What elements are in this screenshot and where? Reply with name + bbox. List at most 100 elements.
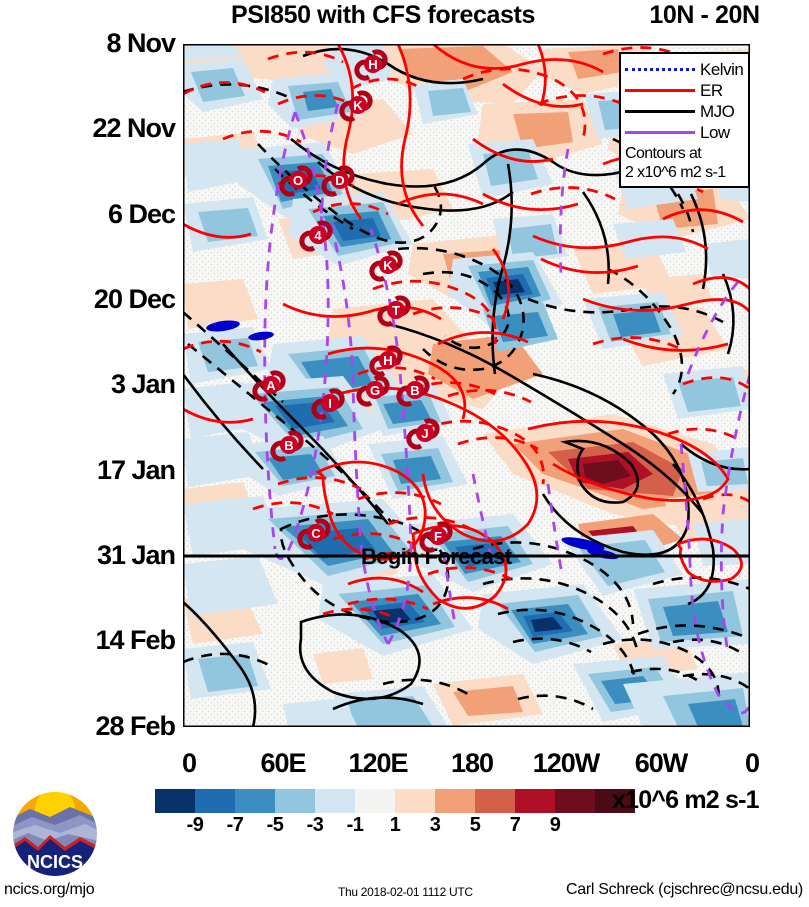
low-line-swatch xyxy=(625,131,695,134)
kelvin-contours xyxy=(206,320,619,560)
svg-text:A: A xyxy=(266,378,276,393)
colorbar-tick: 3 xyxy=(429,814,441,836)
y-tick-label: 8 Nov xyxy=(106,28,176,58)
svg-text:C: C xyxy=(311,526,321,541)
page-title: PSI850 with CFS forecasts xyxy=(230,1,535,29)
er-contours-negative xyxy=(183,46,750,621)
storm-markers: H K O D 4 K T H A G I B B J C F xyxy=(252,49,453,553)
storm-marker[interactable]: O xyxy=(279,165,313,197)
svg-text:K: K xyxy=(383,258,393,273)
colorbar-tick: -5 xyxy=(266,814,284,836)
storm-marker[interactable]: G xyxy=(356,375,390,407)
x-tick-label: 0 xyxy=(744,748,760,778)
x-tick-label: 60E xyxy=(260,748,306,778)
author-credit: Carl Schreck (cjschrec@ncsu.edu) xyxy=(566,881,803,898)
x-tick-label: 0 xyxy=(181,748,197,778)
mjo-line-swatch xyxy=(625,110,695,113)
storm-marker[interactable]: B xyxy=(396,375,430,407)
storm-marker[interactable]: F xyxy=(419,521,453,553)
svg-text:J: J xyxy=(421,426,428,441)
colorbar-tick: -9 xyxy=(186,814,204,836)
y-tick-label: 31 Jan xyxy=(96,540,176,570)
colorbar-swatch xyxy=(275,789,315,813)
storm-marker[interactable]: 4 xyxy=(299,220,333,252)
y-tick-label: 3 Jan xyxy=(110,369,176,399)
x-tick-label: 60W xyxy=(634,748,689,778)
colorbar-swatch xyxy=(235,789,275,813)
storm-marker[interactable]: T xyxy=(377,295,411,327)
storm-marker[interactable]: A xyxy=(252,370,286,402)
colorbar-swatch xyxy=(355,789,395,813)
colorbar-swatch xyxy=(315,789,355,813)
colorbar-tick: -3 xyxy=(306,814,324,836)
colorbar-tick: -7 xyxy=(226,814,244,836)
svg-text:I: I xyxy=(328,396,332,411)
kelvin-line-swatch xyxy=(625,68,695,71)
legend-label: Kelvin xyxy=(700,59,744,79)
svg-text:T: T xyxy=(392,303,400,318)
colorbar-tick: 5 xyxy=(469,814,481,836)
storm-marker[interactable]: I xyxy=(311,388,345,420)
svg-text:B: B xyxy=(284,438,293,453)
svg-text:B: B xyxy=(410,383,419,398)
colorbar-swatch xyxy=(435,789,475,813)
legend-label: ER xyxy=(700,80,723,100)
latitude-band-label: 10N - 20N xyxy=(649,1,760,29)
x-tick-label: 120E xyxy=(348,748,408,778)
legend-item-kelvin: Kelvin xyxy=(625,59,744,80)
colorbar-swatch xyxy=(155,789,195,813)
colorbar-swatch xyxy=(475,789,515,813)
storm-marker[interactable]: K xyxy=(369,250,403,282)
colorbar-tick: 9 xyxy=(549,814,561,836)
y-tick-label: 6 Dec xyxy=(107,199,176,229)
y-tick-label: 14 Feb xyxy=(95,625,176,655)
legend-label: Low xyxy=(700,122,730,142)
colorbar xyxy=(155,789,635,813)
storm-marker[interactable]: H xyxy=(369,345,403,377)
legend-note-line2: 2 x10^6 m2 s-1 xyxy=(625,164,726,181)
svg-text:G: G xyxy=(370,383,380,398)
y-tick-label: 22 Nov xyxy=(92,113,176,143)
svg-text:K: K xyxy=(353,98,363,113)
legend-note-line1: Contours at xyxy=(625,145,702,162)
site-link[interactable]: ncics.org/mjo xyxy=(4,881,95,898)
ncics-logo: NCICS xyxy=(11,790,99,878)
legend-item-mjo: MJO xyxy=(625,101,744,122)
svg-text:O: O xyxy=(293,173,303,188)
svg-text:H: H xyxy=(383,353,392,368)
er-line-swatch xyxy=(625,89,695,92)
storm-marker[interactable]: J xyxy=(406,418,440,450)
colorbar-swatch xyxy=(515,789,555,813)
colorbar-swatch xyxy=(395,789,435,813)
legend-item-er: ER xyxy=(625,80,744,101)
y-axis-labels: 8 Nov 22 Nov 6 Dec 20 Dec 3 Jan 17 Jan 3… xyxy=(0,0,176,907)
logo-text: NCICS xyxy=(27,852,83,872)
y-tick-label: 20 Dec xyxy=(93,284,176,314)
colorbar-swatch xyxy=(595,789,635,813)
y-tick-label: 17 Jan xyxy=(96,455,176,485)
colorbar-tick: 1 xyxy=(389,814,401,836)
colorbar-swatch xyxy=(555,789,595,813)
begin-forecast-label: Begin Forecast xyxy=(361,544,513,569)
x-tick-label: 180 xyxy=(450,748,494,778)
legend-item-low: Low xyxy=(625,122,744,143)
colorbar-tick: -1 xyxy=(346,814,364,836)
legend-box: Kelvin ER MJO Low Contours at 2 x10^6 m2… xyxy=(619,52,750,188)
storm-marker[interactable]: D xyxy=(321,165,355,197)
x-tick-label: 120W xyxy=(532,748,601,778)
low-frequency-contours xyxy=(263,103,750,715)
storm-marker[interactable]: B xyxy=(270,430,304,462)
colorbar-units-label: x10^6 m2 s-1 xyxy=(612,786,760,814)
storm-marker[interactable]: K xyxy=(339,90,373,122)
colorbar-swatch xyxy=(195,789,235,813)
svg-text:4: 4 xyxy=(314,228,322,243)
storm-marker[interactable]: H xyxy=(354,49,388,81)
colorbar-tick: 7 xyxy=(509,814,521,836)
svg-text:F: F xyxy=(434,529,442,544)
svg-text:H: H xyxy=(368,57,377,72)
svg-text:D: D xyxy=(335,173,344,188)
timestamp: Thu 2018-02-01 1112 UTC xyxy=(338,885,473,899)
storm-marker[interactable]: C xyxy=(297,518,331,550)
legend-label: MJO xyxy=(700,101,735,121)
